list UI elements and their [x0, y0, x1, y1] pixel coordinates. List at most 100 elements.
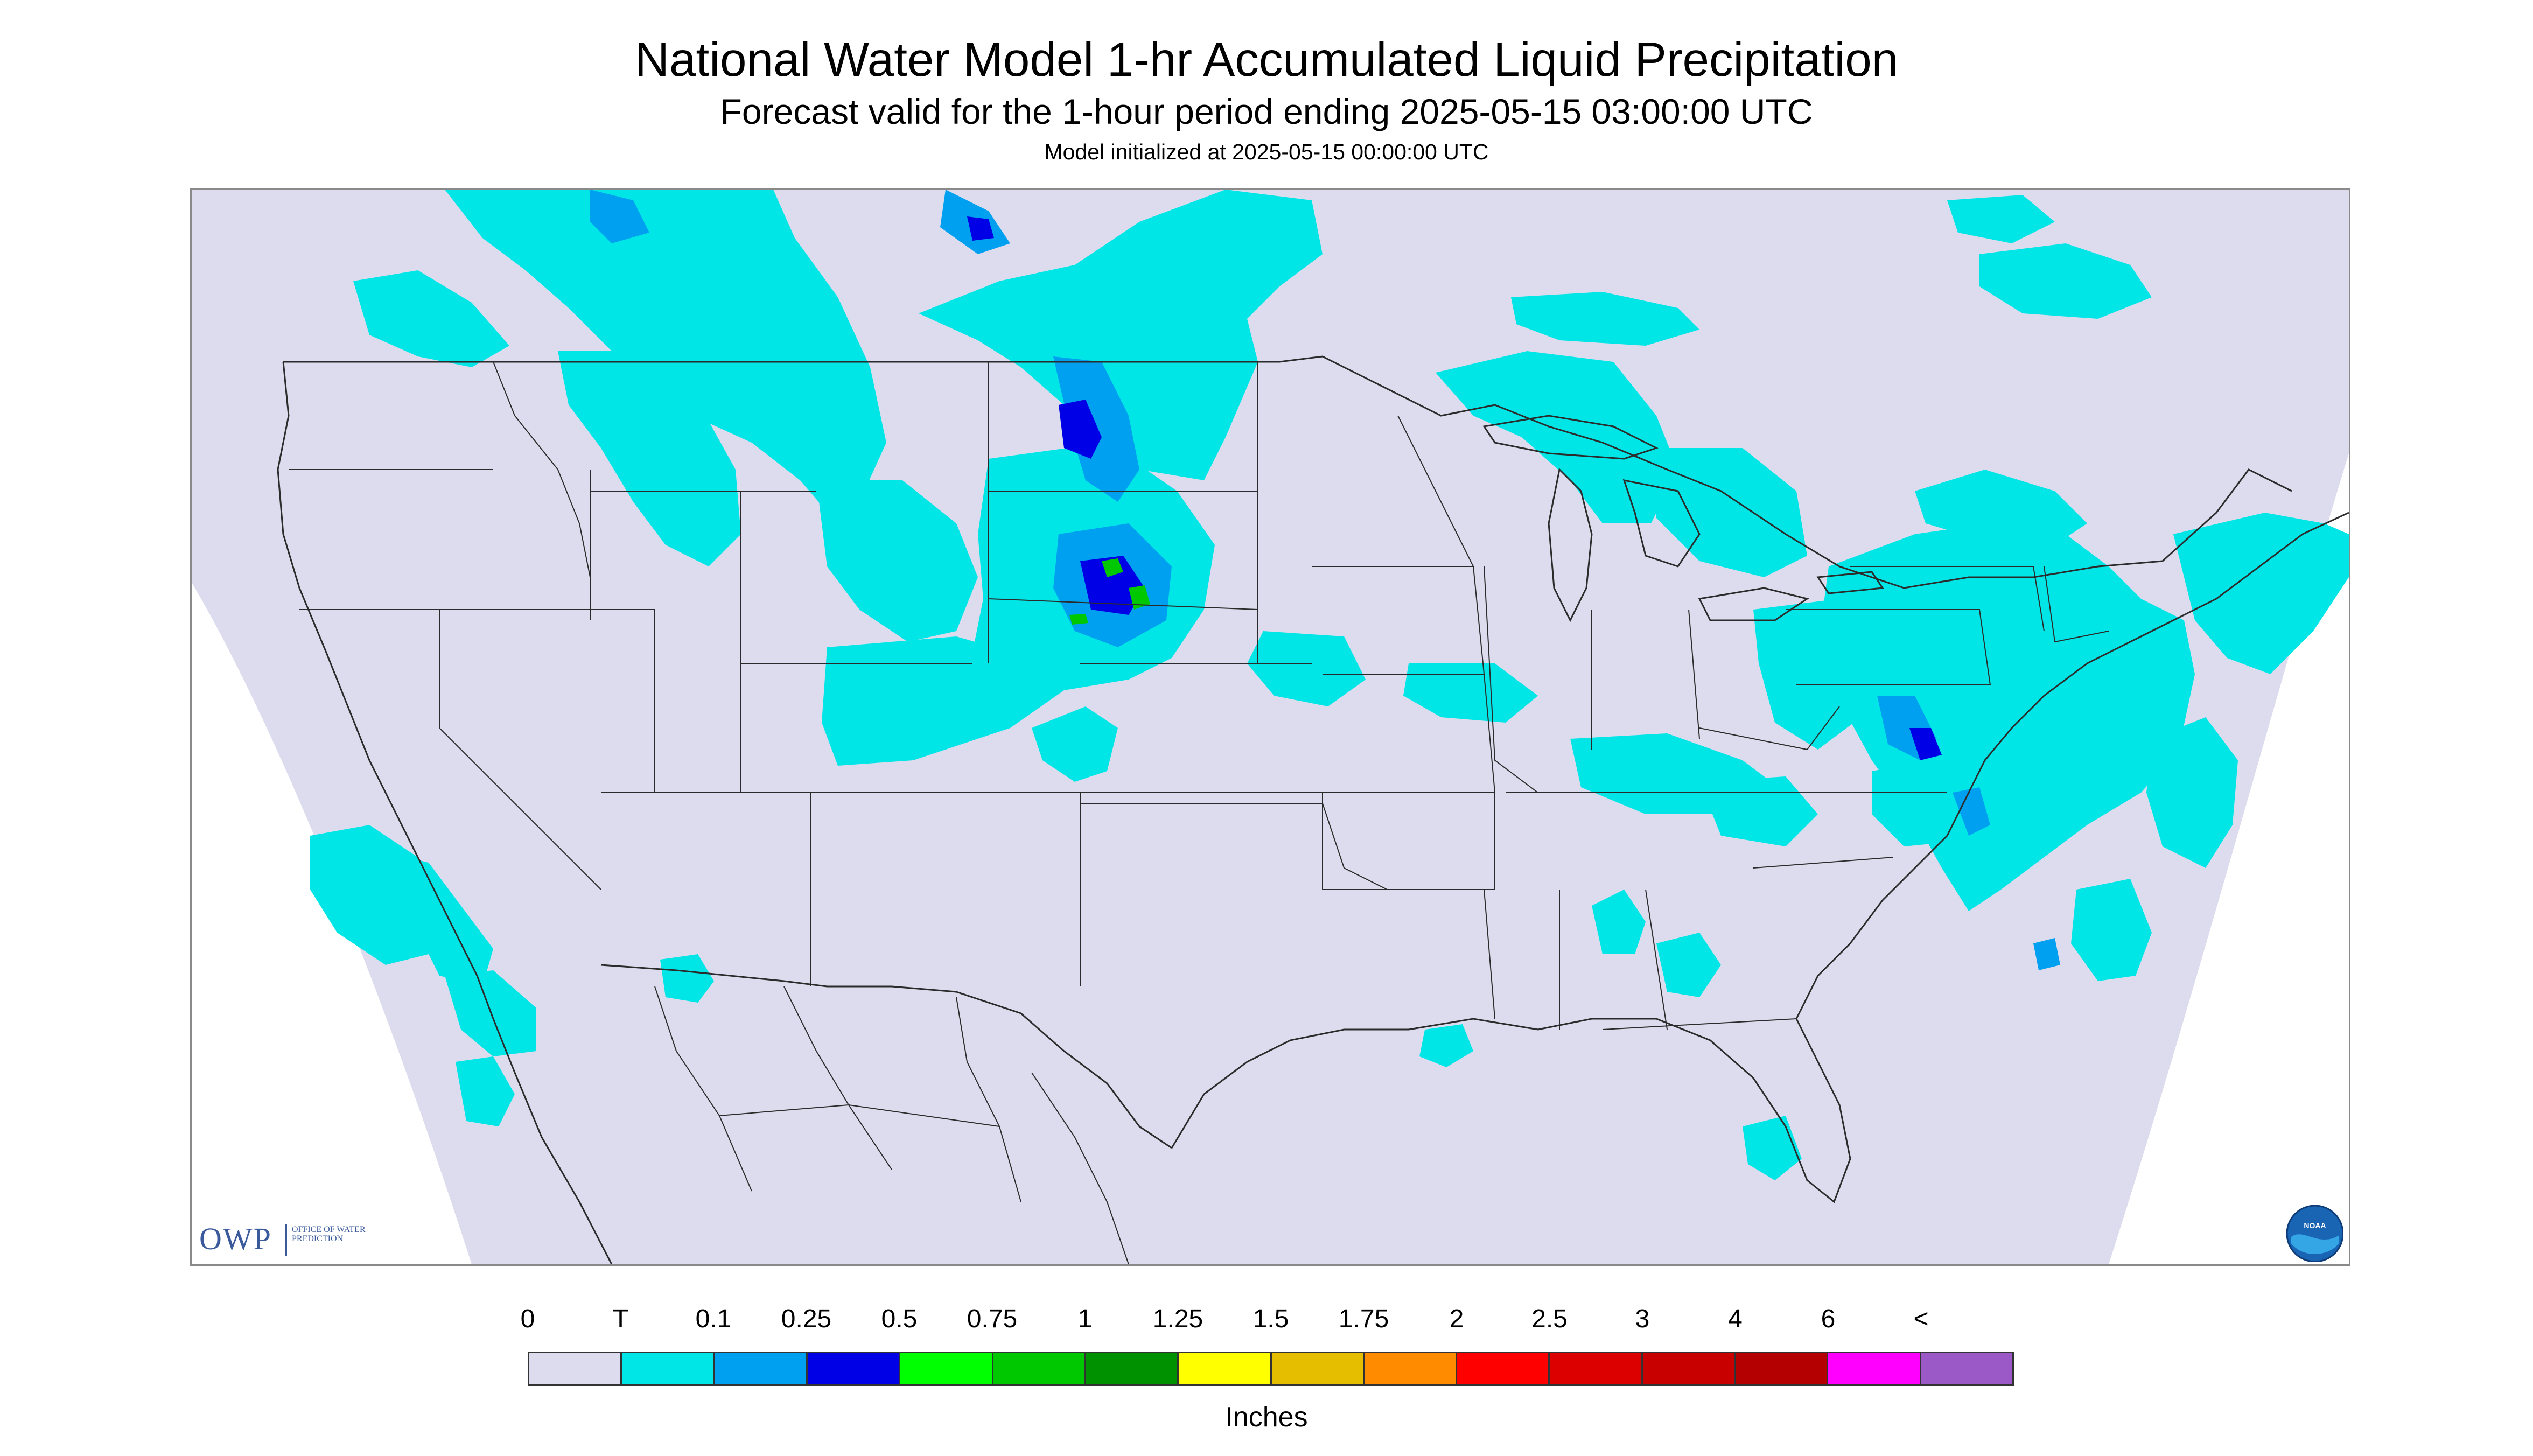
legend-tick-label: T — [612, 1305, 629, 1333]
legend-tick-label: < — [1913, 1305, 1929, 1333]
legend-swatch — [1271, 1353, 1365, 1384]
coast-and-borders — [277, 355, 2349, 1264]
precip-area-alabama — [1592, 890, 1646, 954]
precip-blue-northwest — [590, 190, 649, 243]
lake-michigan — [1548, 467, 1593, 622]
map-svg — [192, 190, 2349, 1264]
precip-area-northwest — [445, 190, 886, 518]
precip-area-atlantic-south — [2071, 879, 2152, 981]
legend-tick-label: 2 — [1449, 1305, 1464, 1333]
precip-area-kansas-city — [1403, 663, 1538, 723]
legend-tick-label: 1 — [1077, 1305, 1093, 1333]
legend-swatch — [807, 1353, 901, 1384]
state-line-nv-ca — [439, 610, 601, 890]
mexico-line-2 — [783, 986, 892, 1170]
state-line-wi — [1397, 415, 1474, 567]
precip-area-north-dakota — [919, 190, 1323, 480]
legend-swatch — [715, 1353, 808, 1384]
pacific-coast — [277, 361, 613, 1264]
atlantic-coast — [1795, 512, 2349, 1019]
legend-tick-label: 3 — [1635, 1305, 1650, 1333]
precip-area-nebraska-tail — [1032, 706, 1118, 782]
legend-swatch — [1828, 1353, 1921, 1384]
precip-area-gulf-coast — [1419, 1024, 1473, 1067]
legend-swatch — [529, 1353, 622, 1384]
legend-swatch — [900, 1353, 993, 1384]
mexico-line-3 — [956, 997, 1021, 1202]
gulf-coast — [1171, 1018, 1851, 1203]
precip-dark-blue-virginia — [1909, 728, 1942, 760]
legend-color-bar — [528, 1352, 2014, 1386]
legend-tick-label: 4 — [1728, 1305, 1743, 1333]
state-line-oh — [1688, 609, 1700, 739]
legend-swatch — [1179, 1353, 1272, 1384]
state-line-ny — [1850, 566, 2045, 632]
precip-dark-blue-nebraska — [1080, 556, 1145, 615]
legend-swatch — [1086, 1353, 1179, 1384]
state-line-nc-sc — [1753, 857, 1894, 869]
canada-us-border — [283, 355, 2292, 589]
state-line-ok-tx — [1080, 803, 1388, 890]
precip-area-atlantic — [2146, 717, 2238, 868]
precip-area-southeast — [1699, 776, 1818, 846]
legend-swatch — [1921, 1353, 2012, 1384]
legend-tick-label: 0.75 — [967, 1305, 1018, 1333]
state-line-al-ga — [1645, 889, 1668, 1030]
mexico-line-5 — [719, 1104, 1000, 1127]
state-line-la — [1387, 889, 1495, 1019]
state-line-sd-ne — [988, 598, 1258, 610]
precip-green-nebraska-3 — [1069, 614, 1088, 625]
precip-green-areas — [1069, 558, 1150, 625]
state-line-il — [1484, 566, 1538, 793]
precip-area-hudson-bay — [1979, 243, 2152, 319]
precip-area-ontario — [1915, 470, 2087, 545]
legend-swatch — [1736, 1353, 1829, 1384]
legend-swatch — [993, 1353, 1086, 1384]
legend-swatch — [622, 1353, 715, 1384]
precip-area-quebec — [1947, 195, 2055, 243]
legend-tick-label: 1.25 — [1152, 1305, 1203, 1333]
noaa-logo: NOAA — [2286, 1205, 2344, 1263]
precip-area-new-england — [2173, 513, 2349, 674]
legend-swatch — [1364, 1353, 1458, 1384]
precip-area-washington — [353, 270, 509, 367]
owp-logo: OWP Office of Water Prediction — [199, 1220, 372, 1261]
precip-area-lake-superior — [1436, 351, 1678, 523]
state-line-pa — [1786, 609, 1991, 685]
precip-area-iowa — [1247, 631, 1366, 706]
chart-title: National Water Model 1-hr Accumulated Li… — [634, 32, 1899, 86]
state-line-id-mt — [493, 361, 591, 578]
lake-huron — [1622, 479, 1701, 568]
state-line-ky-wv — [1699, 706, 1840, 751]
precip-green-nebraska-2 — [1129, 585, 1150, 610]
lake-superior — [1482, 415, 1659, 460]
precip-area-michigan — [1646, 448, 1807, 577]
mexico-line-4 — [1031, 1072, 1129, 1264]
precip-blue-atlantic — [2033, 938, 2060, 970]
mexico-state-boundaries — [654, 986, 1129, 1264]
lake-ontario — [1816, 571, 1884, 594]
legend-tick-label: 1.5 — [1252, 1305, 1289, 1333]
precip-green-nebraska-1 — [1102, 558, 1123, 577]
legend-tick-label: 0.5 — [881, 1305, 918, 1333]
precip-area-wyoming — [816, 480, 978, 642]
forecast-valid-subtitle: Forecast valid for the 1-hour period end… — [720, 92, 1813, 131]
owp-logo-letters: OWP — [199, 1221, 272, 1256]
state-boundaries — [289, 361, 2109, 1030]
us-mexico-border — [600, 964, 1172, 1149]
model-init-line: Model initialized at 2025-05-15 00:00:00… — [1044, 139, 1489, 164]
model-domain — [192, 190, 2349, 1264]
legend-units-label: Inches — [1225, 1402, 1308, 1433]
state-line-ga-fl — [1602, 1018, 1797, 1030]
mexico-line-1 — [654, 986, 752, 1192]
legend-swatch — [1642, 1353, 1736, 1384]
legend-tick-label: 1.75 — [1338, 1305, 1389, 1333]
legend-swatch — [1550, 1353, 1643, 1384]
precip-area-georgia — [1656, 933, 1721, 997]
precipitation-map — [190, 188, 2350, 1266]
state-line-mo — [1323, 674, 1496, 793]
precip-blue-east-coast — [1953, 787, 1990, 836]
state-line-new-england — [2044, 566, 2109, 643]
precip-area-ontario-north — [1511, 292, 1699, 346]
legend-swatch — [1457, 1353, 1550, 1384]
